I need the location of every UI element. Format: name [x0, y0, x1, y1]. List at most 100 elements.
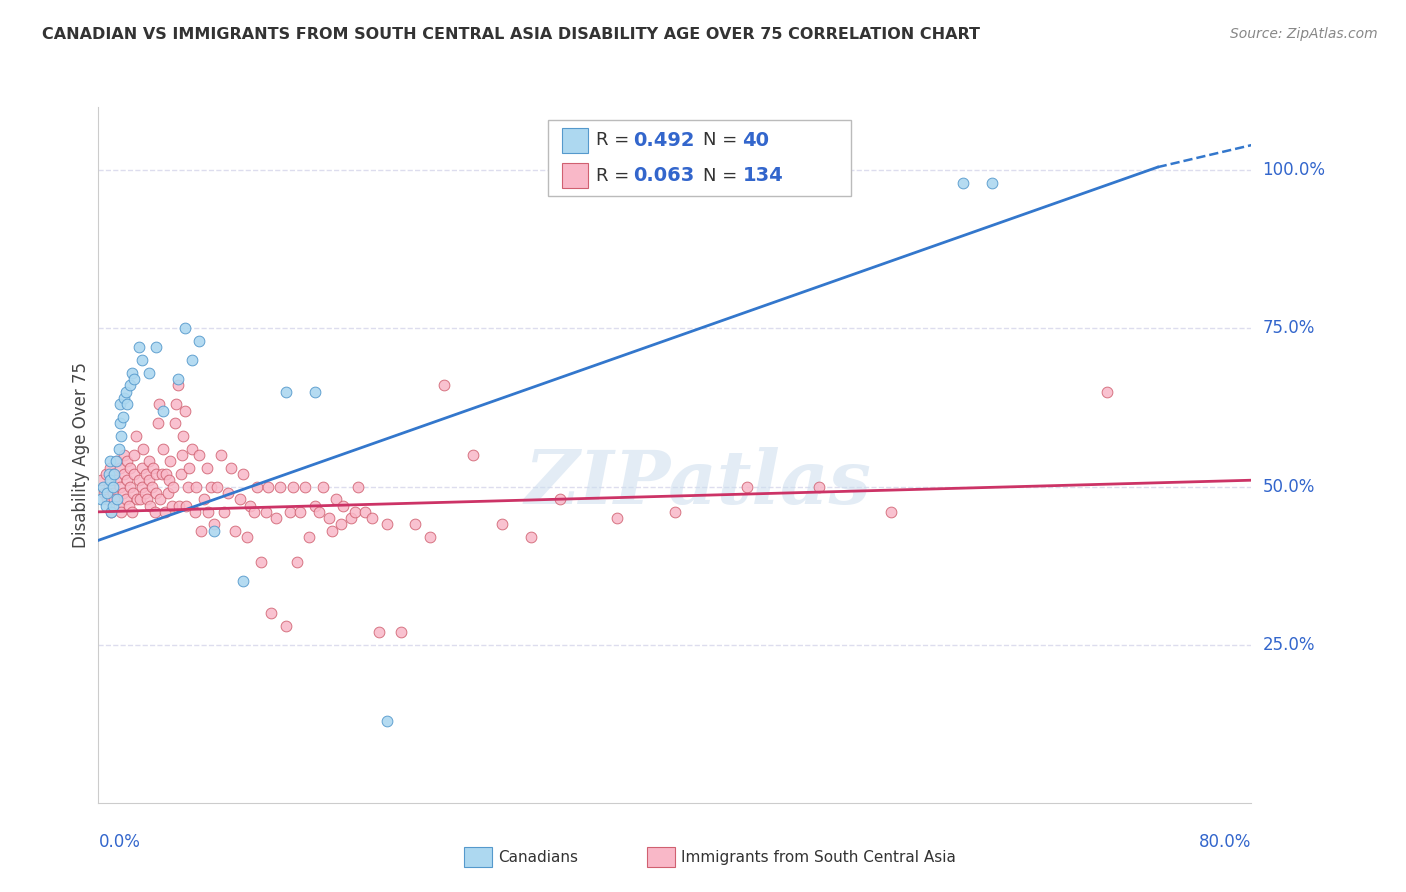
- Point: [181, 353, 204, 368]
- Point: [174, 321, 197, 335]
- Point: [98, 460, 121, 475]
- Point: [193, 492, 215, 507]
- Point: [172, 429, 194, 443]
- Point: [112, 391, 135, 405]
- Point: [97, 467, 120, 481]
- Point: [461, 448, 484, 462]
- Point: [103, 492, 125, 507]
- Point: [375, 517, 398, 532]
- Point: [361, 511, 384, 525]
- Point: [548, 492, 571, 507]
- Point: [224, 524, 246, 538]
- Point: [606, 511, 628, 525]
- Text: 40: 40: [742, 130, 769, 150]
- Point: [148, 397, 170, 411]
- Point: [131, 353, 153, 368]
- Point: [231, 574, 254, 589]
- Text: 75.0%: 75.0%: [1263, 319, 1315, 337]
- Point: [298, 530, 321, 544]
- Point: [880, 505, 903, 519]
- Point: [105, 492, 128, 507]
- Point: [125, 429, 148, 443]
- Point: [120, 378, 142, 392]
- Point: [101, 479, 124, 493]
- Point: [188, 334, 211, 348]
- Point: [308, 505, 330, 519]
- Point: [179, 460, 201, 475]
- Point: [202, 517, 225, 532]
- Point: [143, 505, 166, 519]
- Point: [121, 366, 143, 380]
- Point: [807, 479, 830, 493]
- Point: [520, 530, 543, 544]
- Point: [389, 625, 412, 640]
- Point: [155, 467, 177, 481]
- Point: [145, 486, 167, 500]
- Text: N =: N =: [703, 131, 742, 149]
- Point: [94, 499, 117, 513]
- Point: [217, 486, 239, 500]
- Point: [205, 479, 228, 493]
- Point: [212, 505, 235, 519]
- Point: [157, 473, 180, 487]
- Point: [375, 714, 398, 728]
- Point: [110, 505, 132, 519]
- Point: [160, 499, 183, 513]
- Point: [132, 442, 155, 456]
- Point: [93, 486, 115, 500]
- Point: [195, 460, 218, 475]
- Text: Canadians: Canadians: [498, 850, 578, 864]
- Point: [354, 505, 377, 519]
- Point: [120, 460, 142, 475]
- Point: [174, 403, 197, 417]
- Point: [200, 479, 222, 493]
- Text: N =: N =: [703, 167, 742, 185]
- Point: [152, 442, 174, 456]
- Point: [190, 524, 212, 538]
- Point: [257, 479, 280, 493]
- Point: [209, 448, 232, 462]
- Point: [104, 473, 127, 487]
- Point: [176, 499, 198, 513]
- Point: [264, 511, 287, 525]
- Point: [254, 505, 277, 519]
- Point: [167, 499, 190, 513]
- Point: [139, 499, 162, 513]
- Point: [177, 479, 200, 493]
- Point: [101, 499, 124, 513]
- Point: [170, 448, 193, 462]
- Point: [131, 460, 153, 475]
- Point: [98, 473, 121, 487]
- Point: [129, 492, 152, 507]
- Point: [114, 384, 136, 399]
- Point: [197, 505, 219, 519]
- Point: [104, 454, 127, 468]
- Point: [112, 448, 135, 462]
- Point: [981, 176, 1004, 190]
- Point: [246, 479, 269, 493]
- Point: [117, 397, 138, 411]
- Point: [120, 479, 142, 493]
- Point: [142, 460, 165, 475]
- Point: [100, 505, 122, 519]
- Text: ZIPatlas: ZIPatlas: [524, 447, 872, 519]
- Point: [166, 378, 188, 392]
- Point: [152, 403, 174, 417]
- Point: [124, 467, 146, 481]
- Point: [433, 378, 456, 392]
- Point: [111, 486, 134, 500]
- Point: [94, 467, 117, 481]
- Point: [162, 479, 184, 493]
- Text: Source: ZipAtlas.com: Source: ZipAtlas.com: [1230, 27, 1378, 41]
- Point: [405, 517, 427, 532]
- Point: [117, 454, 138, 468]
- Point: [124, 372, 146, 386]
- Point: [318, 511, 340, 525]
- Point: [127, 492, 149, 507]
- Point: [146, 417, 169, 431]
- Point: [90, 492, 112, 507]
- Point: [131, 479, 153, 493]
- Point: [419, 530, 441, 544]
- Text: 80.0%: 80.0%: [1199, 833, 1251, 851]
- Point: [278, 505, 301, 519]
